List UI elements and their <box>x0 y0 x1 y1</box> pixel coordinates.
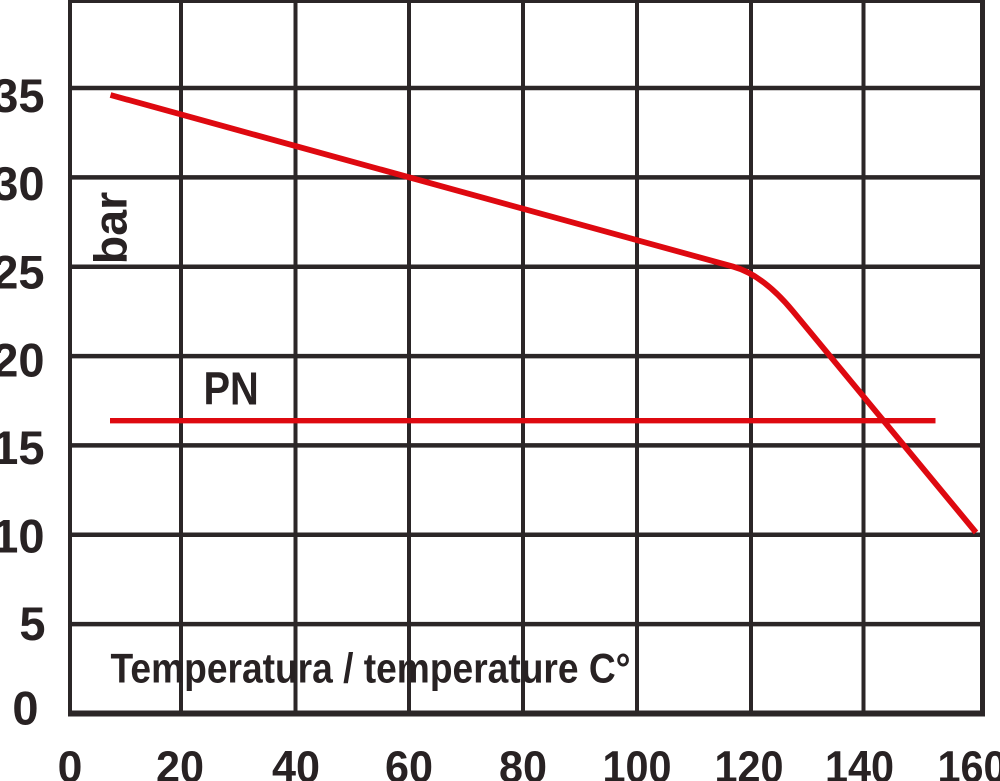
svg-text:bar: bar <box>85 192 137 264</box>
svg-text:120: 120 <box>714 742 783 781</box>
svg-text:5: 5 <box>19 597 45 650</box>
svg-text:60: 60 <box>385 742 433 781</box>
svg-text:100: 100 <box>602 742 671 781</box>
svg-text:0: 0 <box>58 743 83 781</box>
svg-text:160: 160 <box>937 742 1000 781</box>
svg-text:PN: PN <box>204 364 259 415</box>
svg-text:Temperatura / temperature C°: Temperatura / temperature C° <box>111 646 631 693</box>
svg-text:35: 35 <box>0 69 45 122</box>
svg-text:40: 40 <box>272 742 320 781</box>
svg-text:140: 140 <box>825 742 894 781</box>
svg-text:0: 0 <box>12 682 38 735</box>
svg-text:25: 25 <box>0 245 45 298</box>
svg-text:20: 20 <box>156 742 204 781</box>
svg-text:20: 20 <box>0 334 45 387</box>
svg-text:15: 15 <box>0 421 45 474</box>
svg-text:30: 30 <box>0 157 45 210</box>
svg-text:80: 80 <box>499 742 547 781</box>
svg-text:10: 10 <box>0 510 45 563</box>
